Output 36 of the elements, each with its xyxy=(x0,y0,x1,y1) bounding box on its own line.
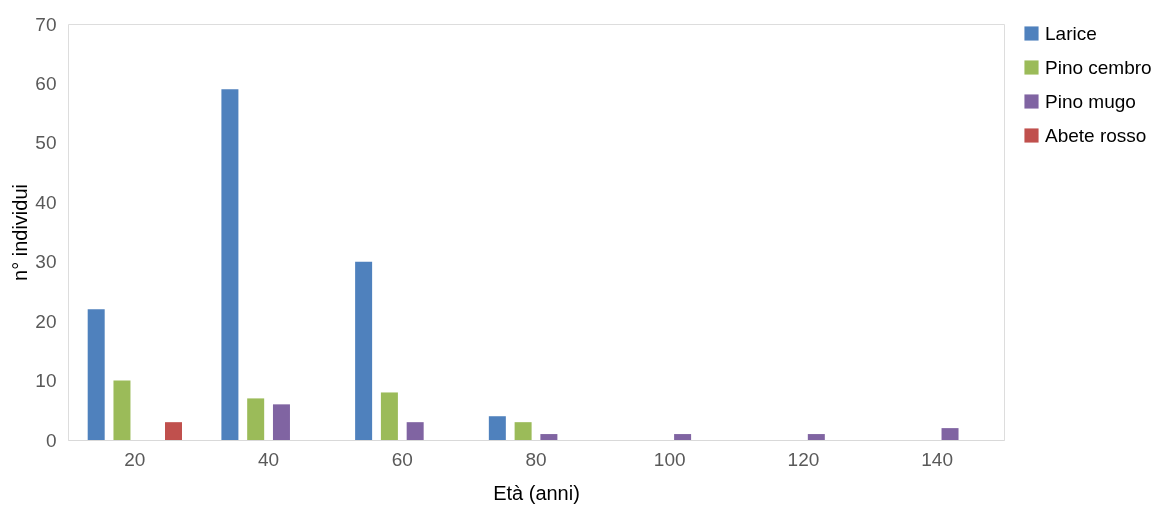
legend-label: Abete rosso xyxy=(1045,124,1147,146)
y-tick-label: 20 xyxy=(35,310,57,332)
bar xyxy=(674,434,692,440)
bar xyxy=(165,422,183,440)
y-axis-title: n° individui xyxy=(9,184,32,281)
y-tick-label: 40 xyxy=(35,191,57,213)
y-tick-label: 0 xyxy=(45,429,57,451)
y-tick-label: 50 xyxy=(35,132,57,154)
bar xyxy=(272,404,290,440)
x-tick-label: 140 xyxy=(921,448,953,470)
bar xyxy=(113,380,131,440)
y-tick-label: 30 xyxy=(35,251,57,273)
x-tick-label: 40 xyxy=(258,448,280,470)
y-tick-label: 70 xyxy=(35,13,57,35)
bar xyxy=(807,434,825,440)
bar xyxy=(941,428,959,440)
bar xyxy=(87,309,105,440)
bar xyxy=(540,434,558,440)
bar xyxy=(355,261,373,440)
bar xyxy=(221,89,239,440)
x-tick-label: 60 xyxy=(391,448,413,470)
x-tick-label: 100 xyxy=(653,448,686,470)
x-tick-label: 20 xyxy=(124,448,146,470)
legend-label: Pino cembro xyxy=(1045,56,1152,78)
bar xyxy=(514,422,532,440)
legend-label: Pino mugo xyxy=(1045,90,1136,112)
bar xyxy=(380,392,398,440)
bar xyxy=(406,422,424,440)
bar xyxy=(488,416,506,440)
x-tick-label: 120 xyxy=(787,448,820,470)
y-tick-label: 10 xyxy=(35,370,57,392)
legend-label: Larice xyxy=(1045,22,1097,44)
x-axis-title: Età (anni) xyxy=(493,481,580,504)
bar xyxy=(247,398,265,440)
y-tick-label: 60 xyxy=(35,72,57,94)
x-tick-label: 80 xyxy=(525,448,547,470)
